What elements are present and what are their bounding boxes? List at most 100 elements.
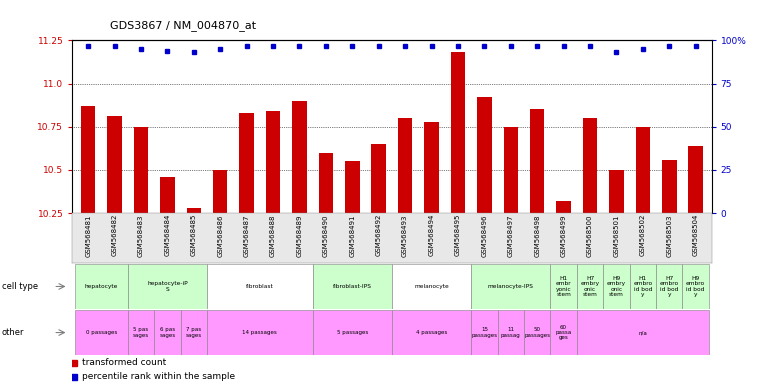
Bar <box>240 113 254 213</box>
Text: GSM568504: GSM568504 <box>693 214 699 257</box>
Bar <box>134 127 148 213</box>
Bar <box>556 201 571 213</box>
Bar <box>266 111 280 213</box>
Bar <box>504 127 518 213</box>
Bar <box>154 310 180 355</box>
Bar <box>392 310 471 355</box>
Text: GSM568490: GSM568490 <box>323 214 329 257</box>
Bar <box>207 264 313 309</box>
Bar <box>550 310 577 355</box>
Text: 5 passages: 5 passages <box>336 330 368 335</box>
Text: cell type: cell type <box>2 282 37 291</box>
Text: GSM568500: GSM568500 <box>587 214 593 257</box>
Text: GSM568484: GSM568484 <box>164 214 170 257</box>
Bar <box>128 310 154 355</box>
Bar <box>392 264 471 309</box>
Bar <box>425 122 439 213</box>
Text: GSM568488: GSM568488 <box>270 214 276 257</box>
Text: 11
passag: 11 passag <box>501 327 521 338</box>
Text: GSM568492: GSM568492 <box>376 214 382 257</box>
Bar <box>583 118 597 213</box>
Text: GSM568499: GSM568499 <box>561 214 567 257</box>
Bar <box>609 170 624 213</box>
Text: GSM568482: GSM568482 <box>112 214 117 257</box>
Bar <box>160 177 175 213</box>
Text: 6 pas
sages: 6 pas sages <box>159 327 176 338</box>
Bar <box>603 264 629 309</box>
Text: 50
passages: 50 passages <box>524 327 550 338</box>
Bar <box>524 310 550 355</box>
Text: H7
embro
id bod
y: H7 embro id bod y <box>660 276 679 297</box>
Bar <box>689 146 703 213</box>
Bar <box>471 264 550 309</box>
Text: other: other <box>2 328 24 337</box>
Text: melanocyte-IPS: melanocyte-IPS <box>488 284 533 289</box>
Bar <box>577 310 709 355</box>
Text: H1
embro
id bod
y: H1 embro id bod y <box>633 276 652 297</box>
Bar <box>313 310 392 355</box>
Bar <box>313 264 392 309</box>
Bar <box>107 116 122 213</box>
Bar <box>683 264 709 309</box>
Bar <box>471 310 498 355</box>
Text: hepatocyte-iP
S: hepatocyte-iP S <box>147 281 188 292</box>
Text: GSM568497: GSM568497 <box>508 214 514 257</box>
Text: GSM568483: GSM568483 <box>138 214 144 257</box>
Bar <box>477 98 492 213</box>
Text: GSM568503: GSM568503 <box>667 214 672 257</box>
Bar <box>577 264 603 309</box>
Bar <box>635 127 650 213</box>
Text: H7
embry
onic
stem: H7 embry onic stem <box>581 276 600 297</box>
Text: GSM568495: GSM568495 <box>455 214 461 257</box>
Text: 15
passages: 15 passages <box>471 327 498 338</box>
Text: melanocyte: melanocyte <box>414 284 449 289</box>
Text: GSM568501: GSM568501 <box>613 214 619 257</box>
Text: 5 pas
sages: 5 pas sages <box>133 327 149 338</box>
Bar <box>128 264 207 309</box>
Bar <box>398 118 412 213</box>
Text: n/a: n/a <box>638 330 648 335</box>
Text: GSM568481: GSM568481 <box>85 214 91 257</box>
Text: percentile rank within the sample: percentile rank within the sample <box>82 372 235 381</box>
Text: GSM568498: GSM568498 <box>534 214 540 257</box>
Text: H9
embro
id bod
y: H9 embro id bod y <box>686 276 705 297</box>
Bar <box>75 310 128 355</box>
Bar <box>186 208 201 213</box>
Text: GSM568491: GSM568491 <box>349 214 355 257</box>
Bar <box>451 53 465 213</box>
Text: 4 passages: 4 passages <box>416 330 447 335</box>
Text: 0 passages: 0 passages <box>86 330 117 335</box>
Text: GSM568502: GSM568502 <box>640 214 646 257</box>
Bar <box>629 264 656 309</box>
Text: H1
embr
yonic
stem: H1 embr yonic stem <box>556 276 572 297</box>
Bar <box>656 264 683 309</box>
Bar <box>75 264 128 309</box>
Text: GSM568496: GSM568496 <box>482 214 487 257</box>
Text: GSM568487: GSM568487 <box>244 214 250 257</box>
Text: 7 pas
sages: 7 pas sages <box>186 327 202 338</box>
Bar <box>207 310 313 355</box>
Bar <box>498 310 524 355</box>
Text: GDS3867 / NM_004870_at: GDS3867 / NM_004870_at <box>110 20 256 31</box>
Text: transformed count: transformed count <box>82 358 166 367</box>
Bar <box>180 310 207 355</box>
Bar <box>371 144 386 213</box>
Bar <box>292 101 307 213</box>
Text: GSM568489: GSM568489 <box>297 214 302 257</box>
Text: GSM568485: GSM568485 <box>191 214 197 257</box>
Bar <box>319 153 333 213</box>
Text: 60
passa
ges: 60 passa ges <box>556 324 572 341</box>
Bar <box>662 160 677 213</box>
Text: H9
embry
onic
stem: H9 embry onic stem <box>607 276 626 297</box>
Bar <box>345 161 359 213</box>
Bar <box>213 170 228 213</box>
Text: fibroblast-IPS: fibroblast-IPS <box>333 284 372 289</box>
Text: GSM568494: GSM568494 <box>428 214 435 257</box>
Text: 14 passages: 14 passages <box>243 330 277 335</box>
Bar <box>81 106 95 213</box>
Bar <box>530 109 544 213</box>
Text: hepatocyte: hepatocyte <box>84 284 118 289</box>
Text: GSM568493: GSM568493 <box>402 214 408 257</box>
Bar <box>550 264 577 309</box>
Text: GSM568486: GSM568486 <box>217 214 223 257</box>
